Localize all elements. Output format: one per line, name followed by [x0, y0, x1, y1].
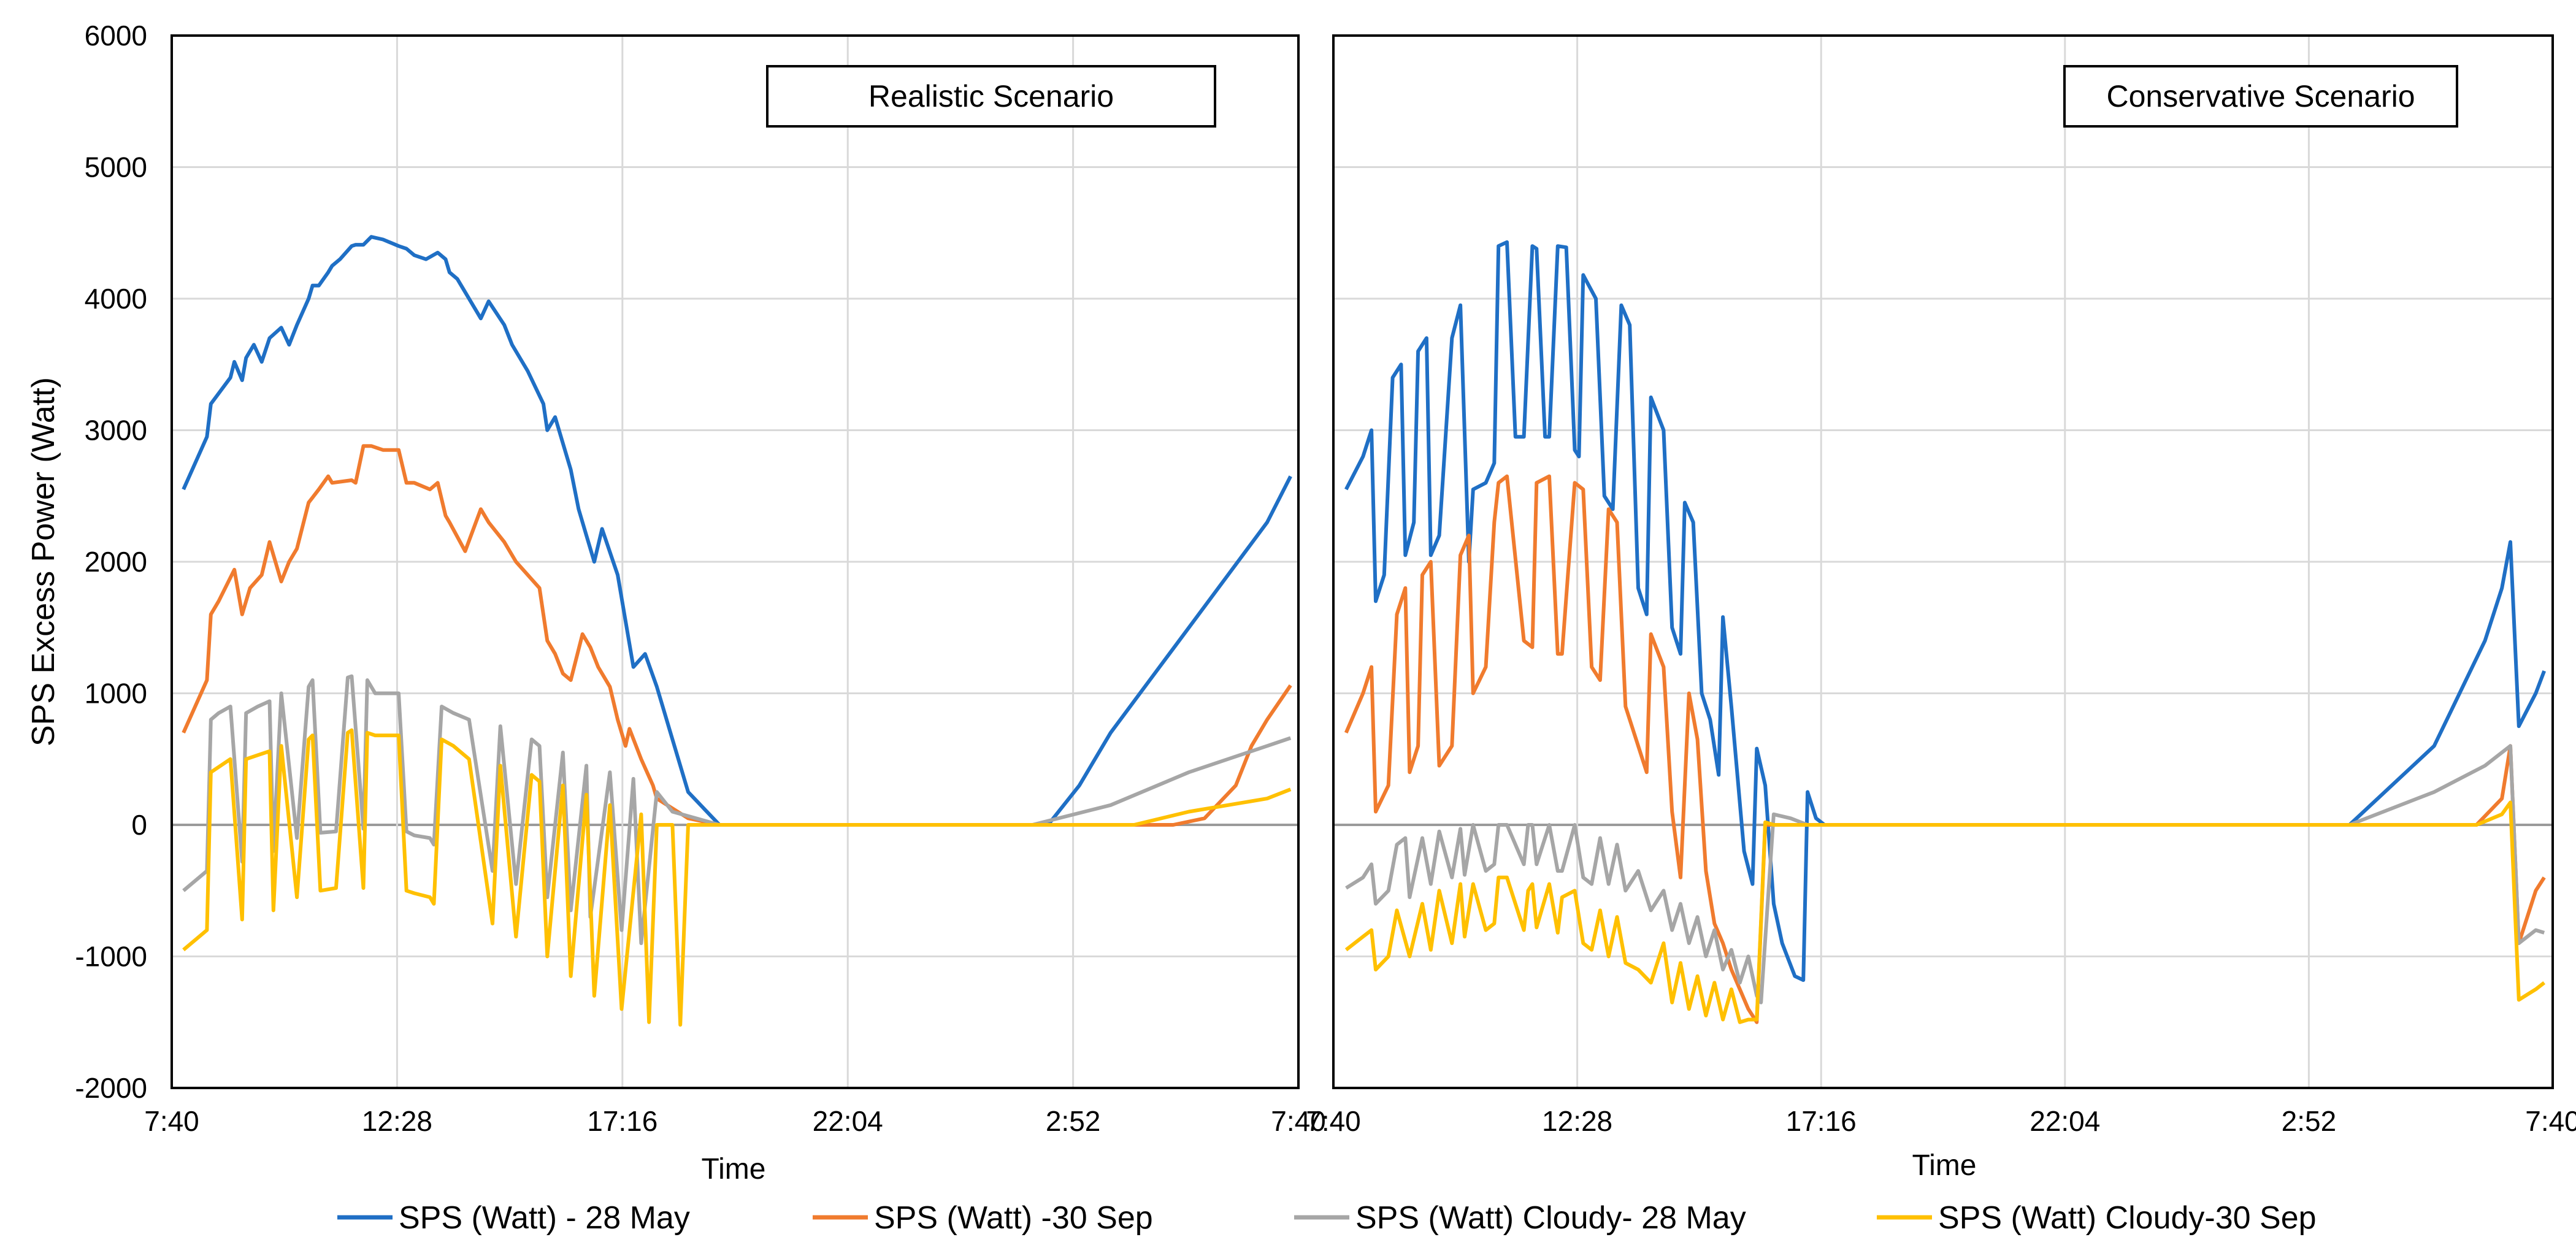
plot-frame-left [171, 34, 1300, 1089]
y-tick-label: 3000 [85, 415, 147, 446]
legend: SPS (Watt) - 28 May SPS (Watt) -30 Sep S… [337, 1200, 2317, 1236]
y-ticks-left: -2000 -1000 0 1000 2000 3000 4000 5000 6000 [75, 20, 147, 1104]
y-tick-label: 2000 [85, 546, 147, 578]
legend-item-30-sep: SPS (Watt) -30 Sep [813, 1200, 1153, 1236]
legend-item-cloudy-28-may: SPS (Watt) Cloudy- 28 May [1294, 1200, 1746, 1236]
series-line-2-left [182, 444, 1292, 827]
x-axis-label-left: Time [702, 1153, 766, 1185]
x-tick-label: 2:52 [1046, 1105, 1101, 1137]
gridlines-left [171, 34, 1300, 1089]
series-line-2-right [1344, 474, 2546, 1024]
x-ticks-right: 7:40 12:28 17:16 22:04 2:52 7:40 [1306, 1105, 2576, 1137]
scenario-label-box-right [2063, 65, 2458, 128]
legend-label: SPS (Watt) Cloudy-30 Sep [1938, 1200, 2317, 1236]
series-line-3-right [1345, 744, 2545, 1005]
y-tick-label: 5000 [85, 151, 147, 183]
x-tick-label: 17:16 [1786, 1105, 1857, 1137]
x-tick-label: 2:52 [2282, 1105, 2337, 1137]
x-axis-label-right: Time [1912, 1149, 1977, 1182]
legend-label: SPS (Watt) Cloudy- 28 May [1355, 1200, 1746, 1236]
y-tick-label: 4000 [85, 283, 147, 315]
scenario-title-right: Conservative Scenario [2106, 79, 2415, 113]
series-group-right [1344, 240, 2547, 1024]
y-tick-label: 6000 [85, 20, 147, 52]
y-tick-label: -2000 [75, 1072, 147, 1104]
x-tick-label: 7:40 [1271, 1105, 1326, 1137]
x-tick-label: 17:16 [587, 1105, 657, 1137]
y-tick-label: -1000 [75, 941, 147, 973]
scenario-label-box-left [766, 65, 1216, 128]
chart-panel-realistic: -2000 -1000 0 1000 2000 3000 4000 5000 6000 7:40… [26, 20, 1326, 1185]
x-ticks-left: 7:40 12:28 17:16 22:04 2:52 7:40 [144, 1105, 1326, 1137]
series-line-1-left [182, 235, 1292, 827]
y-tick-label: 0 [131, 809, 147, 841]
x-tick-label: 12:28 [1542, 1105, 1612, 1137]
scenario-title-left: Realistic Scenario [868, 79, 1114, 113]
legend-label: SPS (Watt) -30 Sep [874, 1200, 1153, 1236]
x-tick-label: 22:04 [813, 1105, 883, 1137]
x-tick-label: 22:04 [2030, 1105, 2100, 1137]
x-tick-label: 12:28 [362, 1105, 432, 1137]
legend-item-28-may: SPS (Watt) - 28 May [337, 1200, 690, 1236]
y-axis-label: SPS Excess Power (Watt) [26, 377, 61, 746]
series-line-4-left [182, 728, 1292, 1027]
y-tick-label: 1000 [85, 678, 147, 710]
plot-frame-right [1332, 34, 2554, 1089]
x-tick-label: 7:40 [144, 1105, 199, 1137]
chart-panel-conservative: 7:40 12:28 17:16 22:04 2:52 7:40 Conservative… [1306, 34, 2576, 1182]
x-tick-label: 7:40 [2525, 1105, 2576, 1137]
series-group-left [182, 235, 1292, 1027]
x-tick-label: 7:40 [1306, 1105, 1361, 1137]
legend-label: SPS (Watt) - 28 May [399, 1200, 690, 1236]
legend-item-cloudy-30-sep: SPS (Watt) Cloudy-30 Sep [1877, 1200, 2317, 1236]
series-line-4-right [1344, 800, 2546, 1024]
series-line-1-right [1344, 240, 2547, 982]
